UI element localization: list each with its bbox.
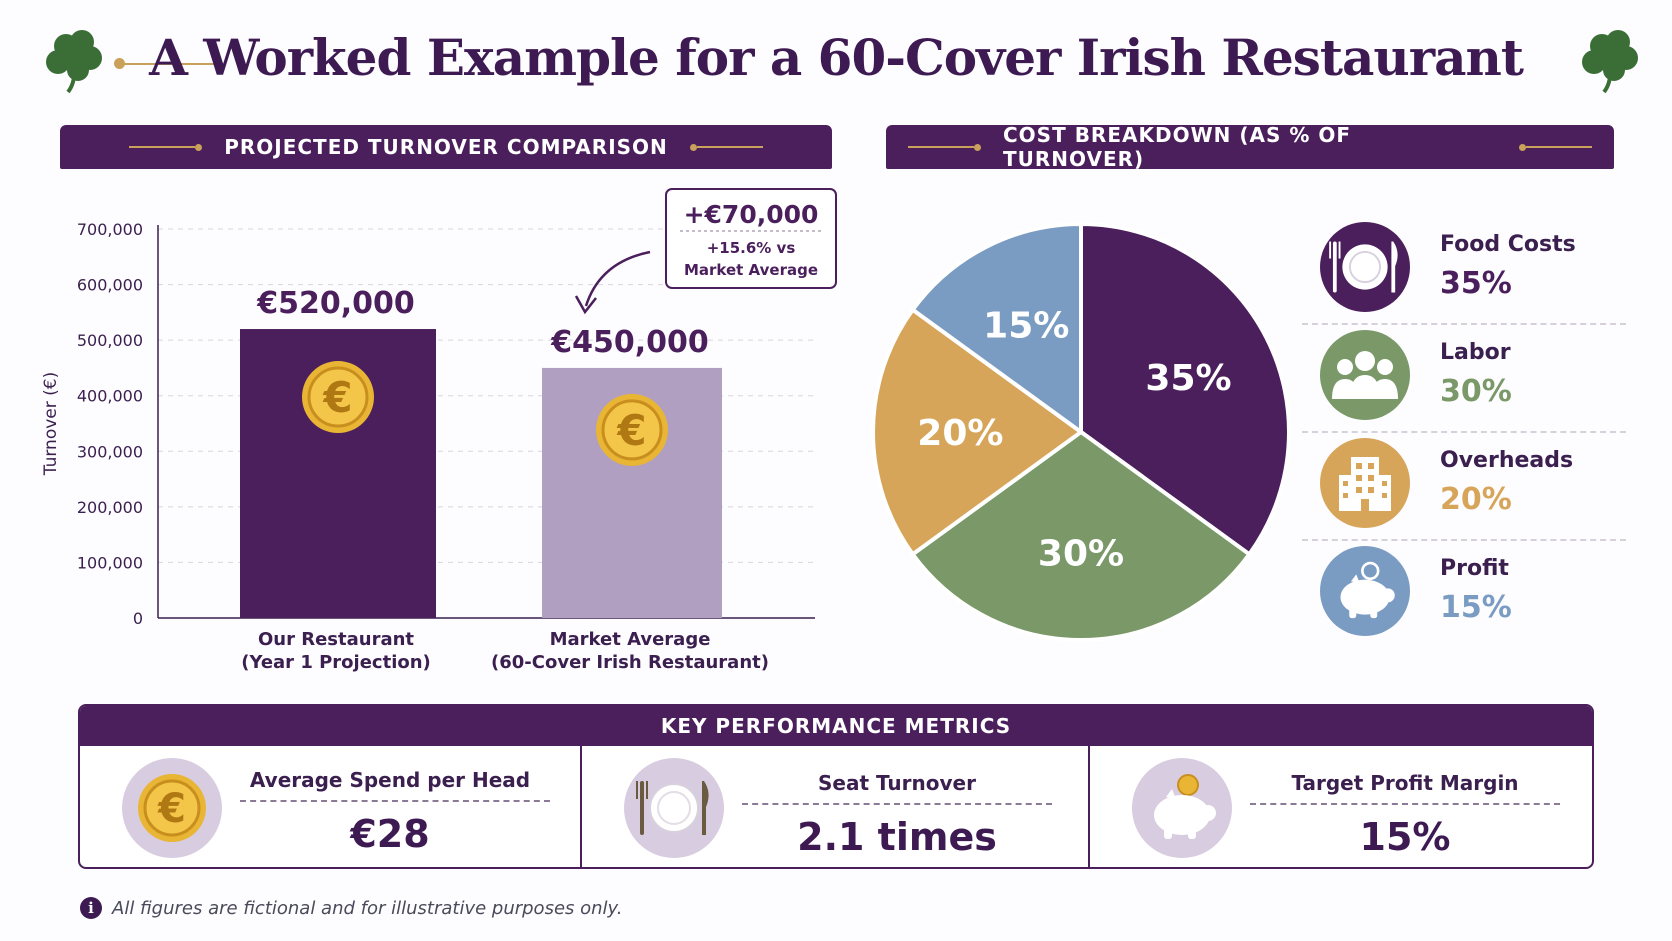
y-tick-label: 700,000 [77, 220, 143, 239]
people-icon [1320, 330, 1410, 420]
callout-amount: +€70,000 [684, 200, 819, 229]
y-tick-label: 200,000 [77, 498, 143, 517]
coin-inner [307, 366, 369, 428]
legend-value: 30% [1440, 374, 1512, 409]
kpi-label: Seat Turnover [818, 771, 976, 795]
cost-section-heading: COST BREAKDOWN (AS % OF TURNOVER) [1003, 123, 1351, 171]
title-row: A Worked Example for a 60-Cover Irish Re… [0, 22, 1672, 102]
legend-label: Labor [1440, 340, 1511, 365]
pie-slice-label: 20% [917, 413, 1003, 454]
callout-arrow [584, 250, 651, 307]
x-tick-label: (60-Cover Irish Restaurant) [491, 652, 769, 673]
legend-item: Labor 30% [1316, 320, 1626, 428]
cost-section-banner: COST BREAKDOWN (AS % OF TURNOVER) [886, 123, 1614, 171]
legend-value: 35% [1440, 266, 1512, 301]
banner-decoration [1519, 143, 1592, 151]
piggy-bank-icon [1132, 758, 1232, 858]
banner-decoration [129, 143, 203, 151]
legend-label: Overheads [1440, 448, 1574, 473]
legend-value: 20% [1440, 482, 1512, 517]
pie-slice-label: 35% [1145, 358, 1231, 399]
kpi-rule [1250, 803, 1560, 805]
legend-item: Profit 15% [1316, 536, 1626, 644]
turnover-section-banner: PROJECTED TURNOVER COMPARISON [60, 125, 832, 169]
legend-separator [1302, 323, 1626, 325]
pie-slice-label: 30% [1038, 534, 1124, 575]
pie-slice-label: 15% [983, 306, 1069, 347]
y-tick-label: 600,000 [77, 276, 143, 295]
legend-item: Overheads 20% [1316, 428, 1626, 536]
kpi-panel: KEY PERFORMANCE METRICS € Average Spend … [78, 704, 1594, 869]
kpi-label: Average Spend per Head [249, 768, 531, 792]
piggy-bank-icon [1320, 546, 1410, 636]
euro-coin-icon: € [122, 758, 222, 858]
y-tick-label: 300,000 [77, 442, 143, 461]
pie-slice [1079, 221, 1291, 558]
building-icon [1320, 438, 1410, 528]
coin-symbol: € [616, 406, 646, 455]
kpi-rule [240, 800, 550, 802]
y-tick-label: 500,000 [77, 331, 143, 350]
kpi-value: 2.1 times [797, 815, 997, 859]
kpi-label: Target Profit Margin [1291, 771, 1519, 795]
legend-label: Food Costs [1440, 232, 1576, 257]
legend-separator [1302, 431, 1626, 433]
bar-value-label: €520,000 [256, 286, 415, 321]
y-axis-label: Turnover (€) [41, 372, 61, 476]
euro-coin-icon: € [302, 361, 374, 434]
charts-canvas: 0 100,000 200,000 300,000 400,000 500,000 600,… [41, 188, 1291, 673]
pie-slice [909, 221, 1083, 436]
kpi-divider [1088, 746, 1090, 867]
footnote: i All figures are fictional and for illu… [80, 897, 623, 919]
x-tick-label: Our Restaurant [258, 629, 414, 650]
kpi-average-spend: € Average Spend per Head €28 [80, 746, 580, 867]
coin-inner [601, 399, 663, 461]
shamrock-icon [1582, 30, 1638, 94]
kpi-divider [580, 746, 582, 867]
euro-coin-icon: € [596, 393, 668, 466]
footnote-text: All figures are fictional and for illust… [112, 897, 623, 919]
plate-cutlery-icon [1320, 222, 1410, 312]
legend-separator [1302, 539, 1626, 541]
legend-item: Food Costs 35% [1316, 212, 1626, 320]
kpi-value: 15% [1359, 815, 1451, 859]
x-tick-label: (Year 1 Projection) [241, 652, 431, 673]
coin-symbol: € [322, 373, 352, 422]
x-tick-label: Market Average [550, 629, 711, 650]
kpi-heading: KEY PERFORMANCE METRICS [80, 706, 1592, 746]
legend-value: 15% [1440, 590, 1512, 625]
info-icon: i [80, 897, 102, 919]
title-decoration-dot [114, 58, 125, 69]
turnover-section-heading: PROJECTED TURNOVER COMPARISON [224, 135, 668, 159]
y-tick-label: 0 [133, 609, 143, 628]
pie-slice [909, 429, 1253, 642]
plate-cutlery-icon [624, 758, 724, 858]
callout-arrowhead [574, 295, 597, 315]
difference-callout [665, 188, 837, 289]
pie-slice [871, 306, 1085, 558]
kpi-target-margin: Target Profit Margin 15% [1090, 746, 1592, 867]
page-title: A Worked Example for a 60-Cover Irish Re… [149, 28, 1524, 87]
kpi-value: €28 [350, 812, 430, 856]
bar-value-label: €450,000 [550, 325, 709, 360]
shamrock-icon [46, 30, 102, 94]
callout-text: +15.6% vs [707, 239, 796, 257]
banner-decoration [908, 143, 981, 151]
legend-label: Profit [1440, 556, 1509, 581]
banner-decoration [689, 143, 763, 151]
title-decoration-line [122, 63, 214, 65]
y-tick-label: 100,000 [77, 553, 143, 572]
kpi-rule [742, 803, 1052, 805]
y-tick-label: 400,000 [77, 387, 143, 406]
kpi-seat-turnover: Seat Turnover 2.1 times [582, 746, 1088, 867]
svg-text:€: € [157, 786, 186, 832]
callout-text: Market Average [684, 261, 818, 279]
